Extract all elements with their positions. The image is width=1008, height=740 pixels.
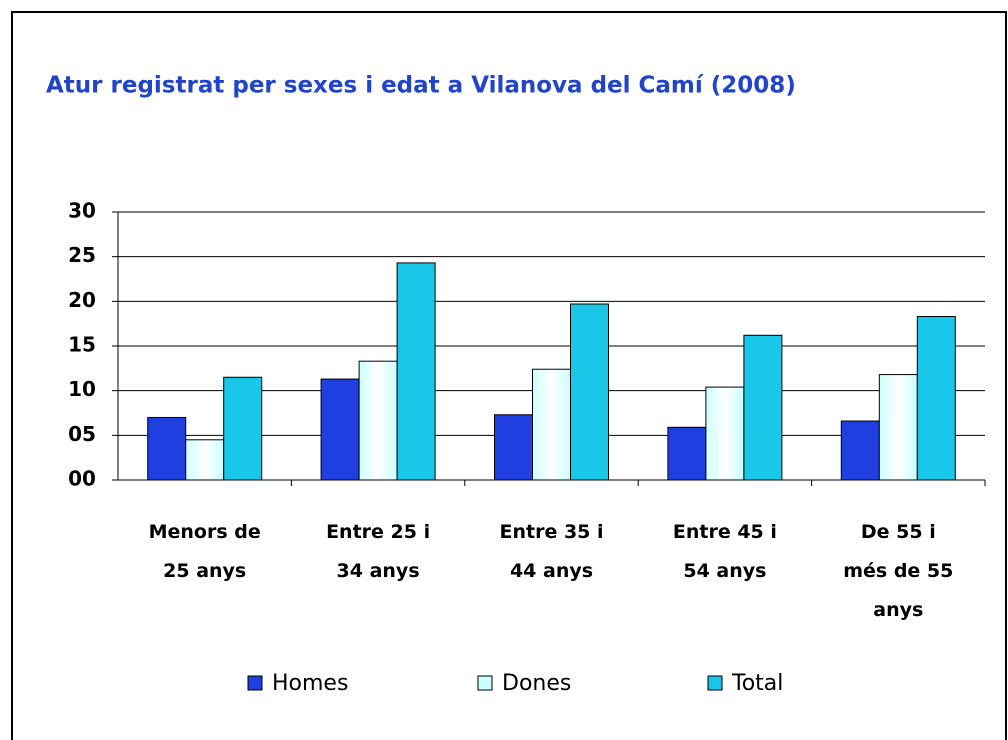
bar bbox=[320, 378, 360, 481]
x-tick-label: Entre 35 i 44 anys bbox=[499, 521, 603, 582]
x-tick-label: Entre 45 i 54 anys bbox=[673, 521, 777, 582]
bar bbox=[570, 303, 609, 481]
legend-label: Dones bbox=[502, 671, 571, 696]
bar bbox=[532, 368, 571, 481]
y-tick-label: 25 bbox=[68, 243, 96, 267]
y-tick-label: 30 bbox=[68, 199, 96, 223]
bar bbox=[916, 316, 956, 481]
legend-swatch bbox=[247, 675, 263, 691]
bar bbox=[358, 360, 398, 481]
y-tick-label: 15 bbox=[68, 333, 96, 357]
y-tick-label: 00 bbox=[68, 467, 96, 491]
bar bbox=[840, 420, 880, 481]
legend-swatch bbox=[707, 675, 723, 691]
chart-title: Atur registrat per sexes i edat a Vilano… bbox=[46, 73, 796, 99]
legend-label: Homes bbox=[272, 671, 348, 696]
y-tick-label: 05 bbox=[68, 422, 96, 446]
x-tick-label: Entre 25 i 34 anys bbox=[326, 521, 430, 582]
bar bbox=[185, 439, 225, 481]
legend-label: Total bbox=[731, 671, 783, 696]
y-tick-label: 20 bbox=[68, 288, 96, 312]
bar bbox=[396, 262, 436, 481]
frame bbox=[11, 11, 1007, 740]
bar bbox=[878, 374, 918, 481]
y-tick-label: 10 bbox=[68, 377, 96, 401]
bar bbox=[705, 386, 745, 481]
x-tick-label: Menors de 25 anys bbox=[149, 521, 261, 582]
bar bbox=[223, 376, 263, 481]
bar bbox=[147, 416, 187, 481]
bar bbox=[494, 414, 533, 481]
legend-swatch bbox=[477, 675, 493, 691]
x-tick-label: De 55 i més de 55 anys bbox=[843, 521, 953, 621]
bar bbox=[667, 426, 707, 481]
bar bbox=[743, 334, 783, 481]
